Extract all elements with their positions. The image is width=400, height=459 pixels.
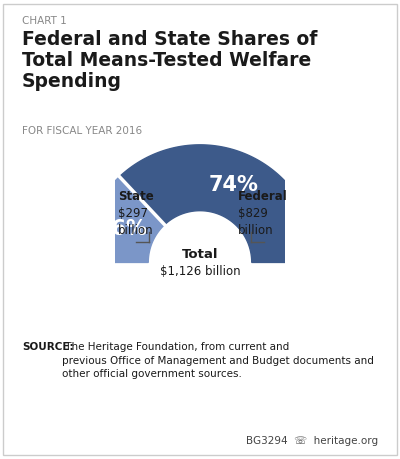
Text: Federal and State Shares of
Total Means-Tested Welfare
Spending: Federal and State Shares of Total Means-… [22,30,317,91]
Text: BG3294  ☏  heritage.org: BG3294 ☏ heritage.org [246,436,378,446]
Text: FOR FISCAL YEAR 2016: FOR FISCAL YEAR 2016 [22,126,142,136]
Text: Federal: Federal [238,190,287,202]
Text: State: State [118,190,154,202]
Text: CHART 1: CHART 1 [22,16,67,26]
Text: 74%: 74% [209,175,258,195]
Text: SOURCE:: SOURCE: [22,342,74,352]
Polygon shape [120,145,318,263]
Text: 26%: 26% [97,219,147,239]
Text: The Heritage Foundation, from current and
previous Office of Management and Budg: The Heritage Foundation, from current an… [62,342,374,379]
Text: $829
billion: $829 billion [238,207,273,237]
Text: Total: Total [182,248,218,261]
Text: $1,126 billion: $1,126 billion [160,265,240,278]
Polygon shape [82,177,164,263]
Text: $297
billion: $297 billion [118,207,153,237]
